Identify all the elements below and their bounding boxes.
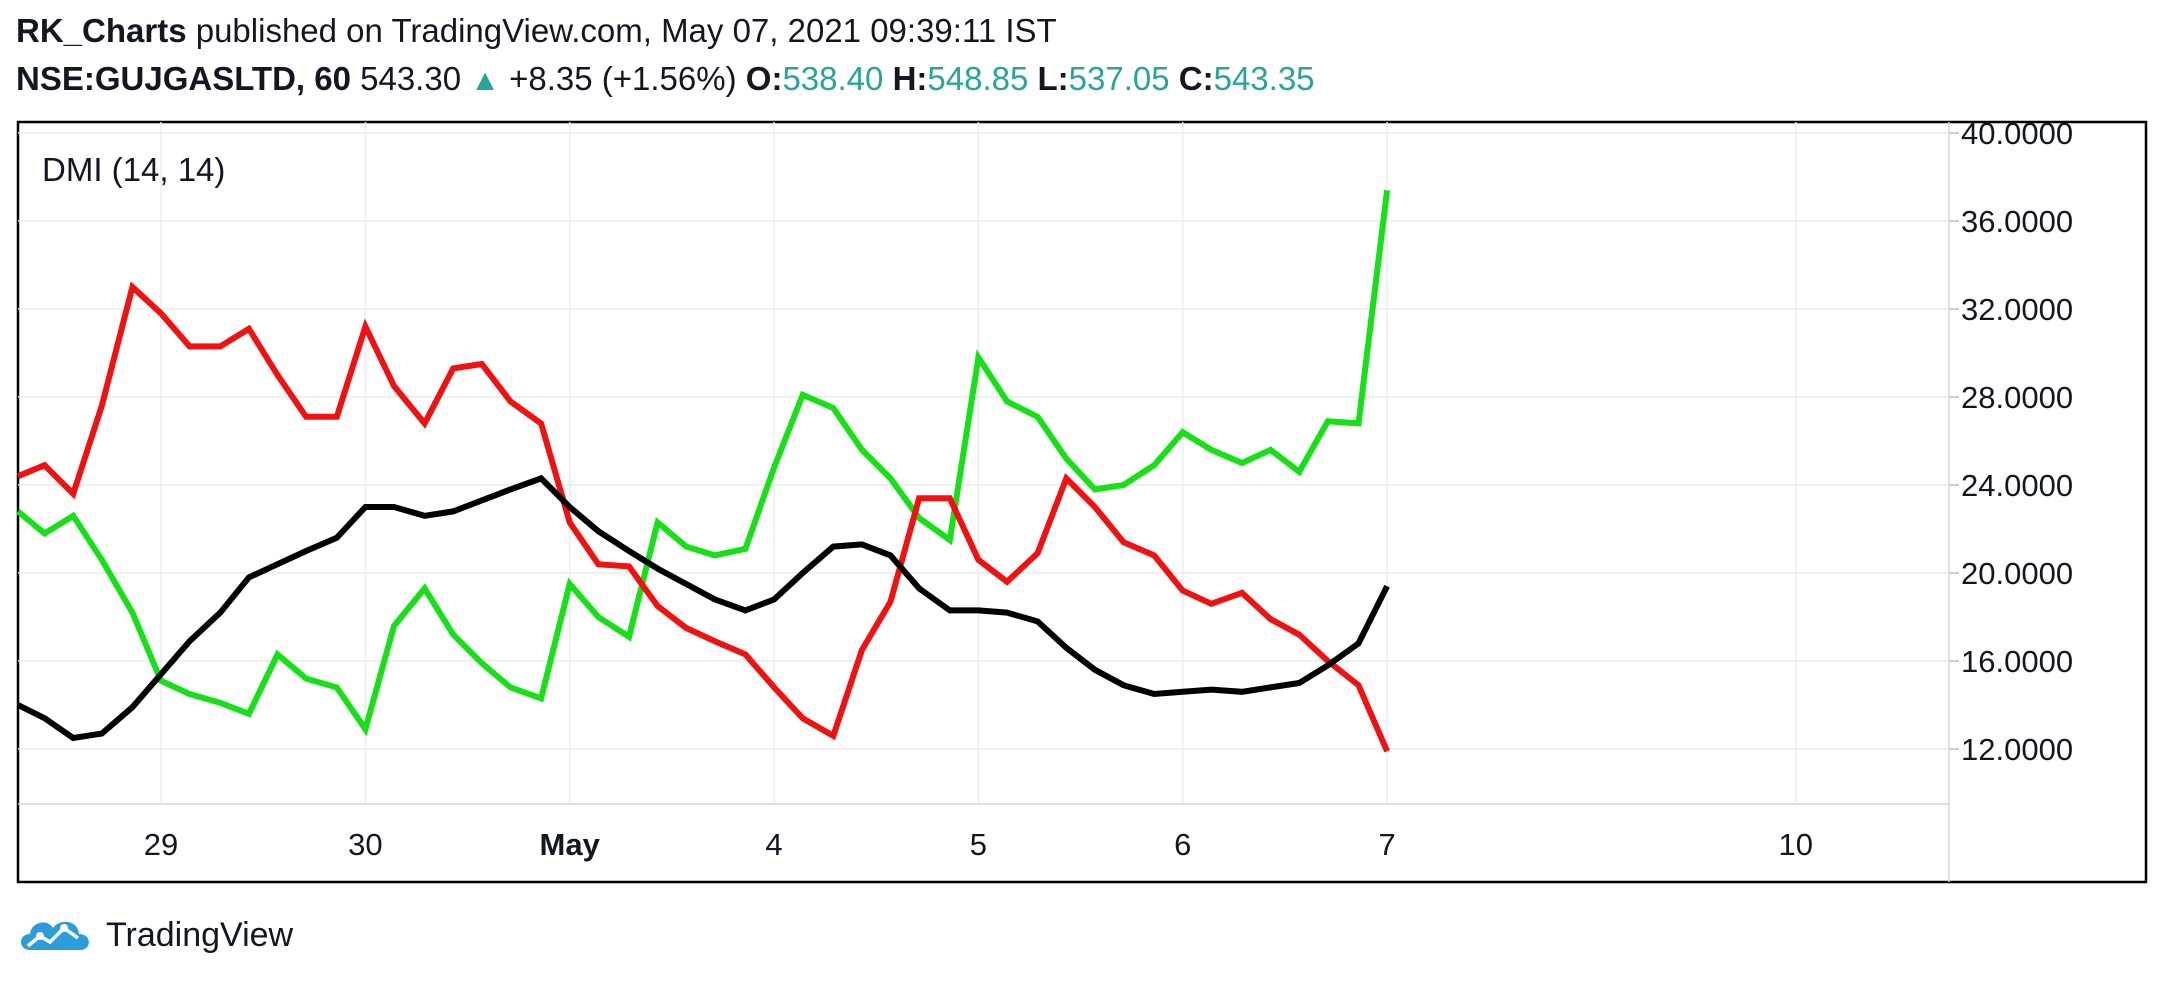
x-tick-label: 29 xyxy=(144,827,178,862)
symbol-name[interactable]: NSE:GUJGASLTD, 60 xyxy=(16,60,351,97)
y-tick-label: 12.0000 xyxy=(1961,732,2073,767)
open-label: O: xyxy=(745,60,783,97)
time-axis[interactable]: 29 30 May 4 5 6 7 10 xyxy=(144,827,1813,862)
x-tick-label: 30 xyxy=(348,827,382,862)
author-name[interactable]: RK_Charts xyxy=(16,12,187,49)
y-tick-label: 20.0000 xyxy=(1961,556,2073,591)
close-value: 543.35 xyxy=(1213,60,1315,97)
x-tick-label: 7 xyxy=(1378,827,1395,862)
x-tick-label: 5 xyxy=(970,827,987,862)
y-tick-label: 16.0000 xyxy=(1961,644,2073,679)
plus-di-line xyxy=(16,189,1391,737)
x-tick-label: 6 xyxy=(1174,827,1191,862)
close-label: C: xyxy=(1178,60,1214,97)
high-value: 548.85 xyxy=(927,60,1029,97)
tradingview-logo[interactable]: TradingView xyxy=(16,910,293,960)
open-value: 538.40 xyxy=(782,60,884,97)
price-axis[interactable]: 12.0000 16.0000 20.0000 24.0000 28.0000 32.00… xyxy=(1949,116,2073,767)
high-label: H: xyxy=(892,60,928,97)
low-label: L: xyxy=(1037,60,1069,97)
y-tick-label: 40.0000 xyxy=(1961,116,2073,151)
x-tick-label: May xyxy=(540,827,601,862)
series-layer xyxy=(16,189,1391,753)
chart-frame xyxy=(16,120,2148,884)
x-tick-label: 4 xyxy=(765,827,782,862)
brand-name: TradingView xyxy=(106,915,294,954)
grid xyxy=(18,122,1949,804)
tradingview-cloud-icon xyxy=(21,921,89,950)
indicator-title[interactable]: DMI (14, 14) xyxy=(42,151,225,188)
minus-di-line xyxy=(16,281,1390,753)
low-value: 537.05 xyxy=(1068,60,1170,97)
y-tick-label: 24.0000 xyxy=(1961,468,2073,503)
adx-line xyxy=(16,474,1390,742)
price-change: +8.35 (+1.56%) xyxy=(509,60,737,97)
published-text: published on TradingView.com, May 07, 20… xyxy=(195,12,1057,49)
publish-info: RK_Charts published on TradingView.com, … xyxy=(16,12,1057,50)
up-arrow-icon: ▲ xyxy=(470,64,500,97)
x-tick-label: 10 xyxy=(1779,827,1813,862)
y-tick-label: 36.0000 xyxy=(1961,204,2073,239)
y-tick-label: 32.0000 xyxy=(1961,292,2073,327)
last-price: 543.30 xyxy=(360,60,462,97)
symbol-info: NSE:GUJGASLTD, 60 543.30 ▲ +8.35 (+1.56%… xyxy=(16,60,1315,98)
y-tick-label: 28.0000 xyxy=(1961,380,2073,415)
